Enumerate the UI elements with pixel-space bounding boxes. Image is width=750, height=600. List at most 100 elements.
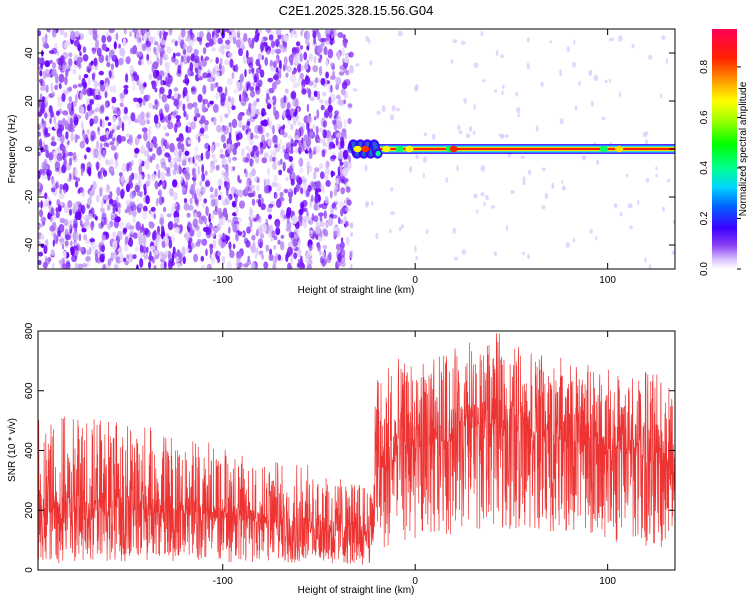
noise-cell [218,47,223,53]
noise-cell [333,122,338,131]
noise-cell [206,72,212,79]
noise-cell [269,121,273,130]
noise-cell [109,191,113,199]
noise-cell [136,103,141,109]
noise-cell [648,54,653,60]
noise-cell [287,262,292,269]
noise-cell [559,69,563,77]
noise-cell [333,188,338,197]
noise-cell [167,250,172,260]
noise-cell [51,91,56,97]
noise-cell [154,180,159,190]
noise-cell [246,226,251,234]
noise-cell [325,71,329,79]
noise-cell [49,225,55,232]
noise-cell [237,218,242,223]
noise-cell [100,142,103,149]
noise-cell [147,94,151,101]
noise-cell [286,217,290,224]
noise-cell [168,74,173,84]
noise-cell [319,171,325,180]
noise-cell [90,134,95,142]
noise-cell [289,108,296,118]
noise-cell [38,30,42,37]
noise-cell [365,35,370,42]
noise-cell [292,142,297,147]
snr-xlabel: Height of straight line (km) [298,585,415,596]
noise-cell [282,145,285,153]
noise-cell [188,39,194,47]
noise-cell [201,172,206,182]
noise-cell [561,179,564,184]
noise-cell [139,180,142,189]
noise-cell [214,205,218,213]
noise-cell [645,178,650,183]
y-tick-label: 400 [24,442,35,459]
noise-cell [143,82,147,88]
noise-cell [136,30,142,38]
noise-cell [223,171,230,177]
noise-cell [143,149,150,157]
noise-cell [337,50,341,61]
noise-cell [109,141,115,146]
noise-cell [101,43,107,51]
noise-cell [111,129,115,134]
noise-cell [121,163,127,172]
colorbar: 0.0 0.2 0.4 0.6 0.8 Normalized spectral ampl… [699,29,749,276]
noise-cell [595,235,598,241]
noise-cell [255,82,260,91]
noise-cell [342,149,349,160]
noise-cell [107,258,112,266]
noise-cell [137,134,142,140]
noise-cell [192,101,198,108]
noise-cell [325,58,328,67]
noise-cell [178,36,181,45]
noise-cell [343,99,346,105]
noise-cell [215,92,219,100]
noise-cell [91,72,95,80]
noise-cell [445,177,449,184]
noise-cell [99,187,103,197]
noise-cell [207,144,211,152]
noise-cell [247,131,251,141]
noise-cell [142,245,147,254]
noise-cell [364,164,368,172]
noise-cell [369,60,373,66]
noise-cell [101,234,107,241]
noise-cell [51,178,56,188]
spectrogram-cells [38,29,675,269]
noise-cell [55,73,59,84]
noise-cell [118,117,122,122]
noise-cell [68,219,73,230]
noise-cell [175,52,181,57]
noise-cell [194,58,198,64]
noise-cell [93,57,98,67]
noise-cell [315,29,319,35]
noise-cell [346,237,350,243]
noise-cell [473,62,479,69]
noise-cell [260,42,265,52]
noise-cell [235,232,239,242]
noise-cell [277,160,282,166]
noise-cell [287,246,293,256]
noise-cell [211,144,215,154]
noise-cell [278,69,282,79]
noise-cell [160,171,165,182]
noise-cell [54,183,59,190]
noise-cell [194,174,197,178]
noise-cell [178,163,182,174]
noise-cell [129,229,134,236]
noise-cell [102,149,106,156]
noise-cell [415,256,419,261]
noise-cell [414,245,417,252]
noise-cell [258,250,264,255]
noise-cell [248,62,254,68]
noise-cell [256,177,260,184]
noise-cell [95,88,101,94]
noise-cell [161,145,165,153]
noise-cell [136,264,139,269]
noise-cell [135,221,141,231]
noise-cell [89,98,94,105]
noise-cell [150,206,156,212]
noise-cell [298,214,303,223]
